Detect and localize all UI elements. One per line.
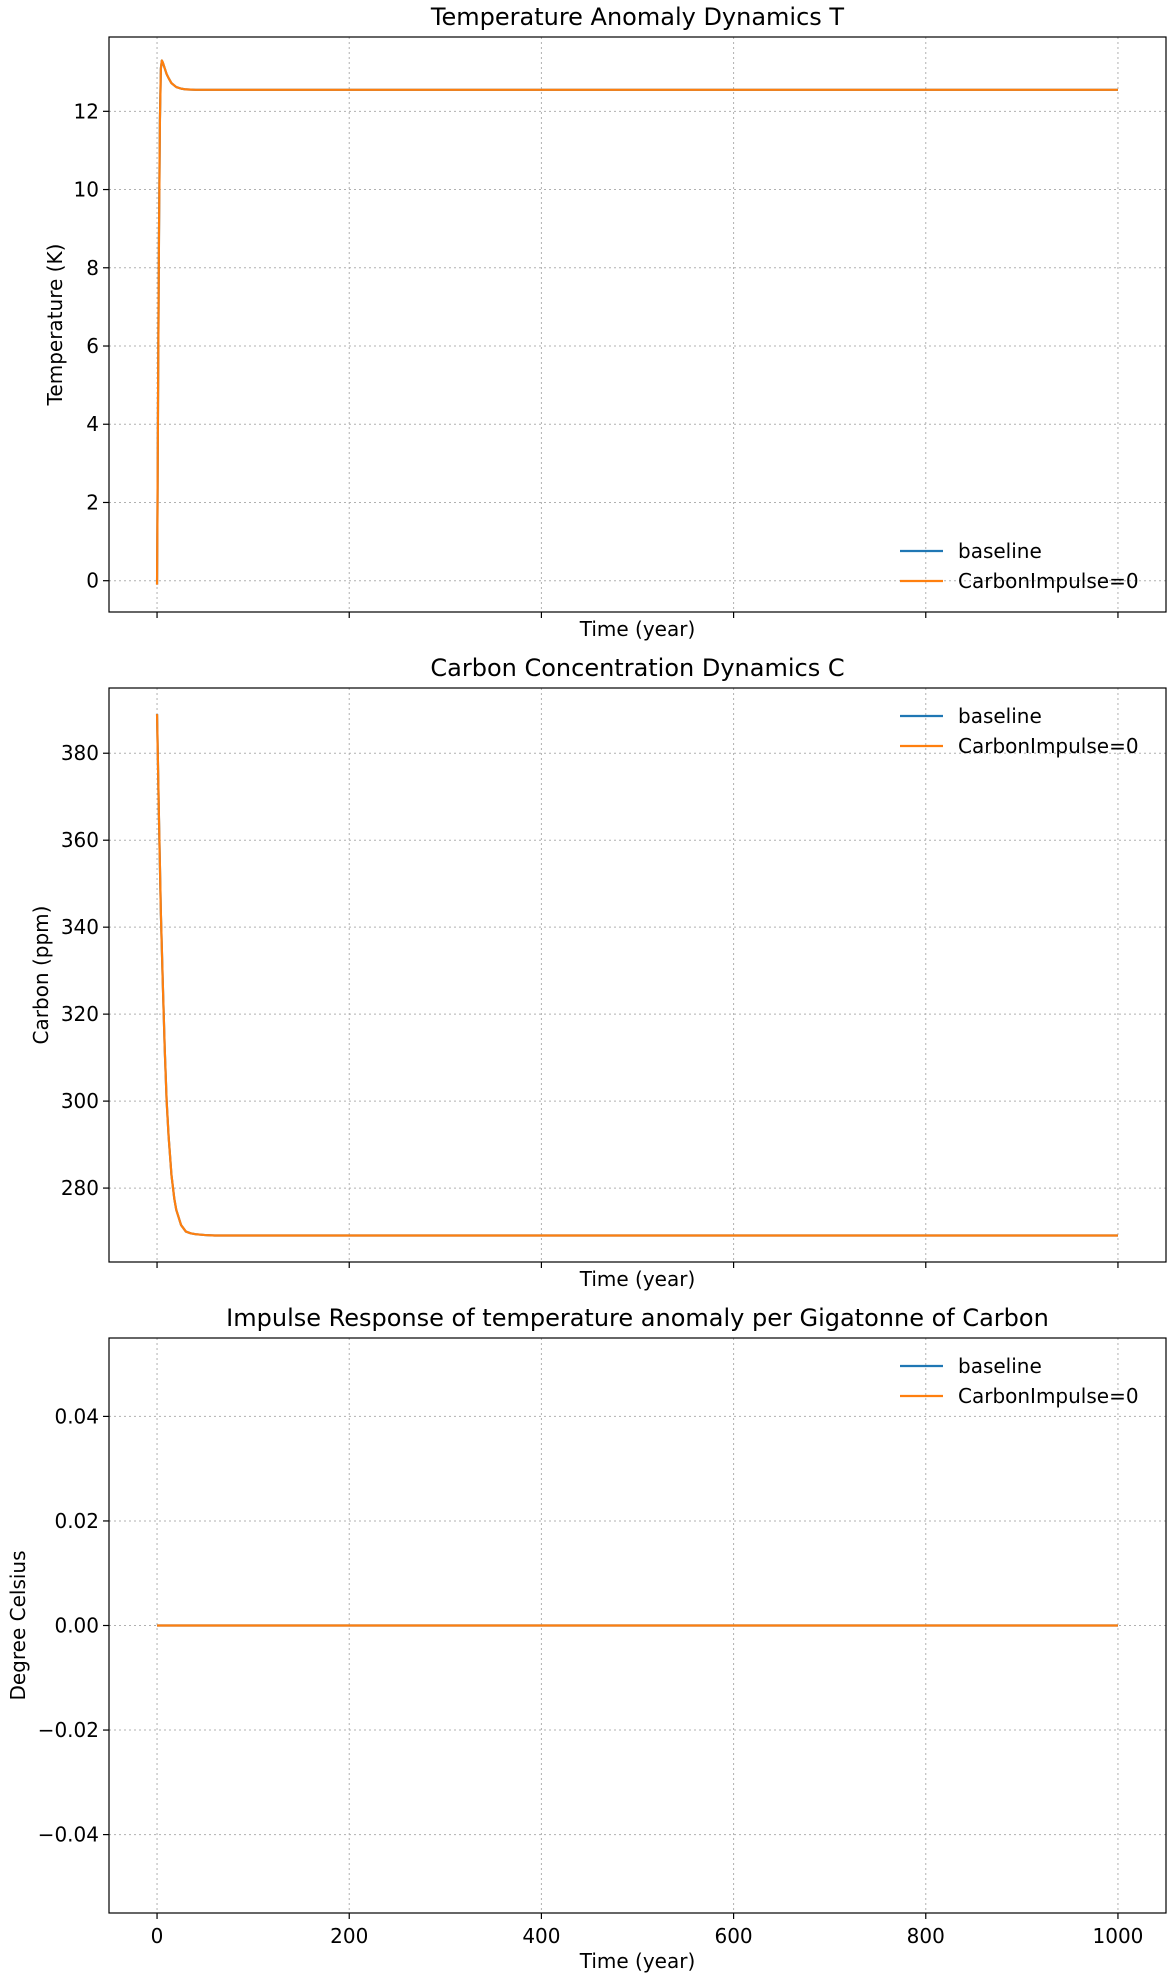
y-tick-label: 380 bbox=[61, 741, 99, 765]
chart-panel-3: 0 200 400 600 800 1000 −0.04 −0.02 0.00 0.02 0.04 I… bbox=[6, 1304, 1167, 1973]
legend-label: CarbonImpulse=0 bbox=[958, 734, 1139, 758]
y-axis-label: Carbon (ppm) bbox=[29, 906, 53, 1045]
chart-title: Temperature Anomaly Dynamics T bbox=[430, 3, 845, 31]
legend-label: baseline bbox=[958, 1354, 1042, 1378]
chart-panel-1: 0 2 4 6 8 10 12 Temperature Anomaly Dynamics T T… bbox=[43, 3, 1167, 641]
series-line-carbon-impulse bbox=[155, 59, 1118, 585]
series-line-baseline bbox=[155, 714, 1118, 1237]
chart-title: Carbon Concentration Dynamics C bbox=[430, 654, 844, 682]
y-tick-label: 12 bbox=[74, 99, 99, 123]
y-tick-label: 10 bbox=[74, 178, 99, 202]
x-tick-label: 0 bbox=[151, 1924, 164, 1948]
legend: baseline CarbonImpulse=0 bbox=[900, 704, 1139, 758]
series-line-carbon-impulse bbox=[155, 714, 1118, 1237]
plot-frame bbox=[108, 36, 1167, 613]
legend-label: baseline bbox=[958, 704, 1042, 728]
legend: baseline CarbonImpulse=0 bbox=[900, 1354, 1139, 1408]
legend-label: CarbonImpulse=0 bbox=[958, 569, 1139, 593]
x-axis-label: Time (year) bbox=[579, 1267, 696, 1291]
y-tick-label: 0.04 bbox=[54, 1404, 99, 1428]
x-tick-label: 800 bbox=[907, 1924, 945, 1948]
legend-label: CarbonImpulse=0 bbox=[958, 1384, 1139, 1408]
plot-frame bbox=[108, 687, 1167, 1263]
y-axis-label: Degree Celsius bbox=[6, 1550, 30, 1700]
y-tick-label: 280 bbox=[61, 1176, 99, 1200]
y-tick-label: 320 bbox=[61, 1002, 99, 1026]
y-tick-label: −0.04 bbox=[38, 1823, 99, 1847]
x-axis-label: Time (year) bbox=[579, 617, 696, 641]
y-tick-label: 4 bbox=[86, 412, 99, 436]
x-tick-label: 1000 bbox=[1093, 1924, 1144, 1948]
x-tick-label: 600 bbox=[714, 1924, 752, 1948]
x-axis-label: Time (year) bbox=[579, 1949, 696, 1973]
y-tick-label: 2 bbox=[86, 490, 99, 514]
legend: baseline CarbonImpulse=0 bbox=[900, 539, 1139, 593]
y-tick-label: 0.00 bbox=[54, 1614, 99, 1638]
y-tick-label: 0.02 bbox=[54, 1509, 99, 1533]
y-tick-label: 340 bbox=[61, 915, 99, 939]
y-axis-label: Temperature (K) bbox=[43, 244, 67, 407]
x-tick-label: 200 bbox=[330, 1924, 368, 1948]
y-tick-label: 6 bbox=[86, 334, 99, 358]
x-tick-label: 400 bbox=[522, 1924, 560, 1948]
series-line-baseline bbox=[155, 59, 1118, 585]
y-tick-label: 360 bbox=[61, 828, 99, 852]
y-tick-label: 8 bbox=[86, 256, 99, 280]
chart-panel-2: 280 300 320 340 360 380 Carbon Concentration D… bbox=[29, 654, 1167, 1291]
y-tick-label: 0 bbox=[86, 569, 99, 593]
legend-label: baseline bbox=[958, 539, 1042, 563]
y-tick-label: −0.02 bbox=[38, 1718, 99, 1742]
chart-title: Impulse Response of temperature anomaly … bbox=[226, 1304, 1049, 1332]
y-tick-label: 300 bbox=[61, 1089, 99, 1113]
